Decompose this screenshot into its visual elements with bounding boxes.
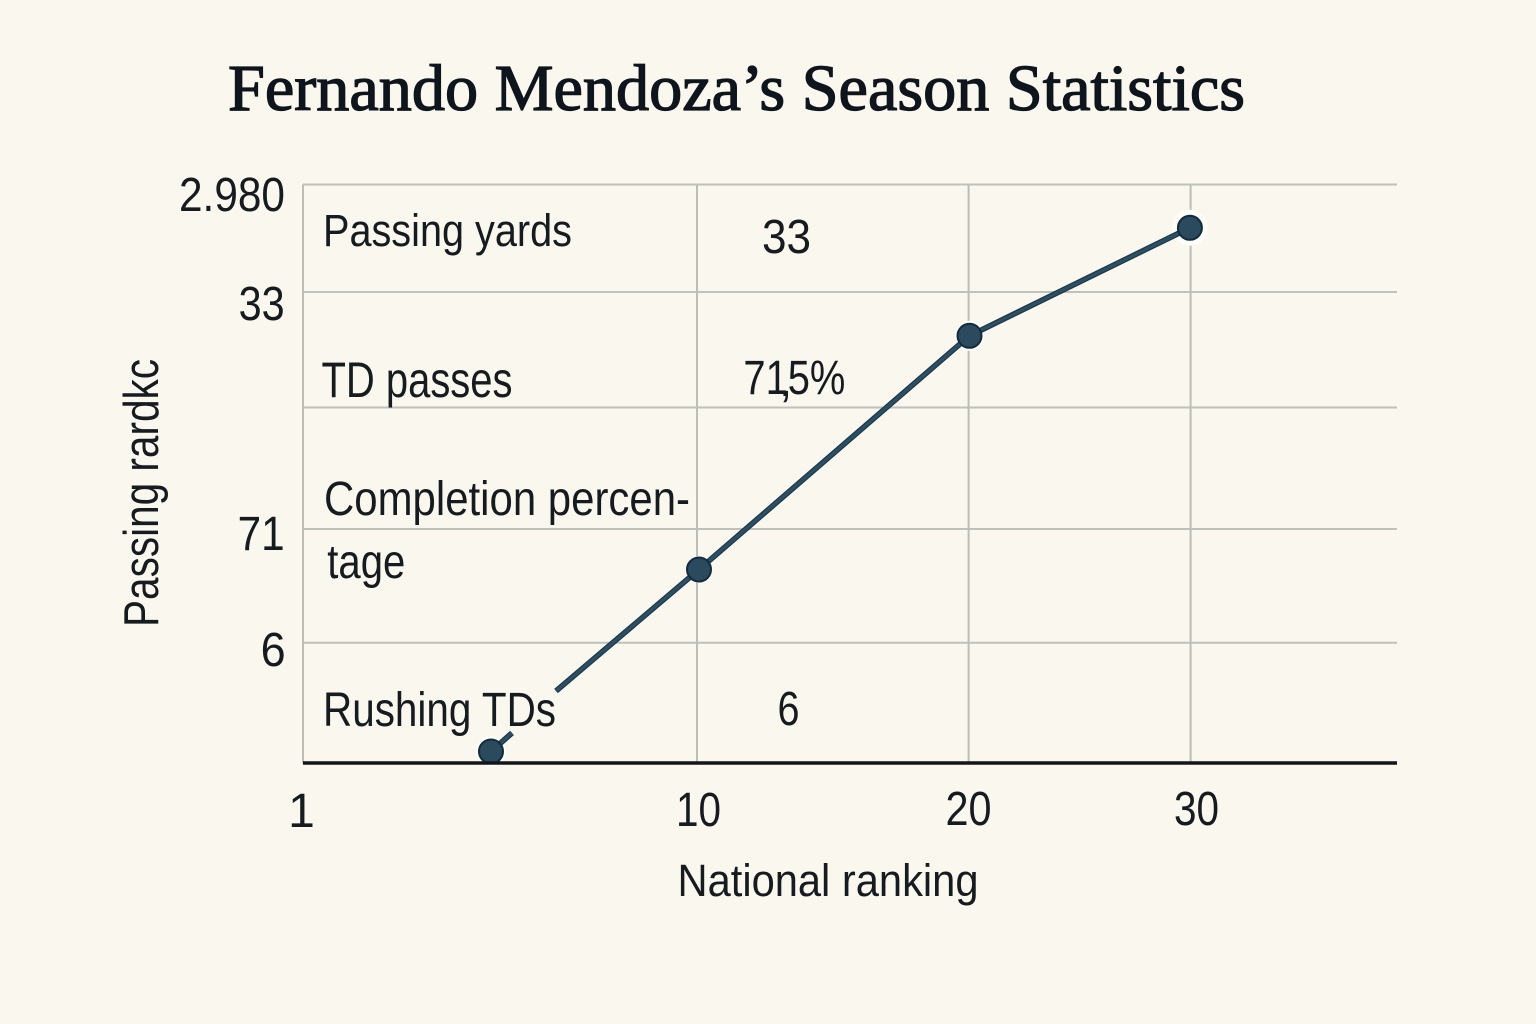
svg-text:Passing rardkc: Passing rardkc [115, 359, 169, 627]
svg-text:71: 71 [238, 508, 285, 561]
svg-text:6: 6 [778, 683, 800, 736]
svg-text:6: 6 [261, 624, 286, 677]
svg-text:33: 33 [239, 278, 285, 331]
svg-text:TD passes: TD passes [322, 352, 513, 408]
svg-text:Fernando Mendoza’s Season Stat: Fernando Mendoza’s Season Statistics [228, 52, 1245, 125]
svg-text:,: , [779, 354, 792, 407]
svg-text:National ranking: National ranking [678, 855, 979, 906]
svg-text:Rushing TDs: Rushing TDs [323, 684, 556, 737]
svg-text:33: 33 [762, 211, 811, 264]
svg-text:Completion percen-: Completion percen- [324, 473, 690, 526]
svg-text:30: 30 [1174, 783, 1219, 836]
svg-text:2.980: 2.980 [179, 169, 285, 222]
svg-text:10: 10 [676, 784, 721, 837]
svg-text:Passing yards: Passing yards [323, 205, 572, 256]
svg-text:715%: 715% [743, 352, 845, 405]
svg-text:1: 1 [288, 785, 315, 838]
svg-text:20: 20 [946, 783, 992, 836]
svg-text:tage: tage [327, 536, 405, 589]
